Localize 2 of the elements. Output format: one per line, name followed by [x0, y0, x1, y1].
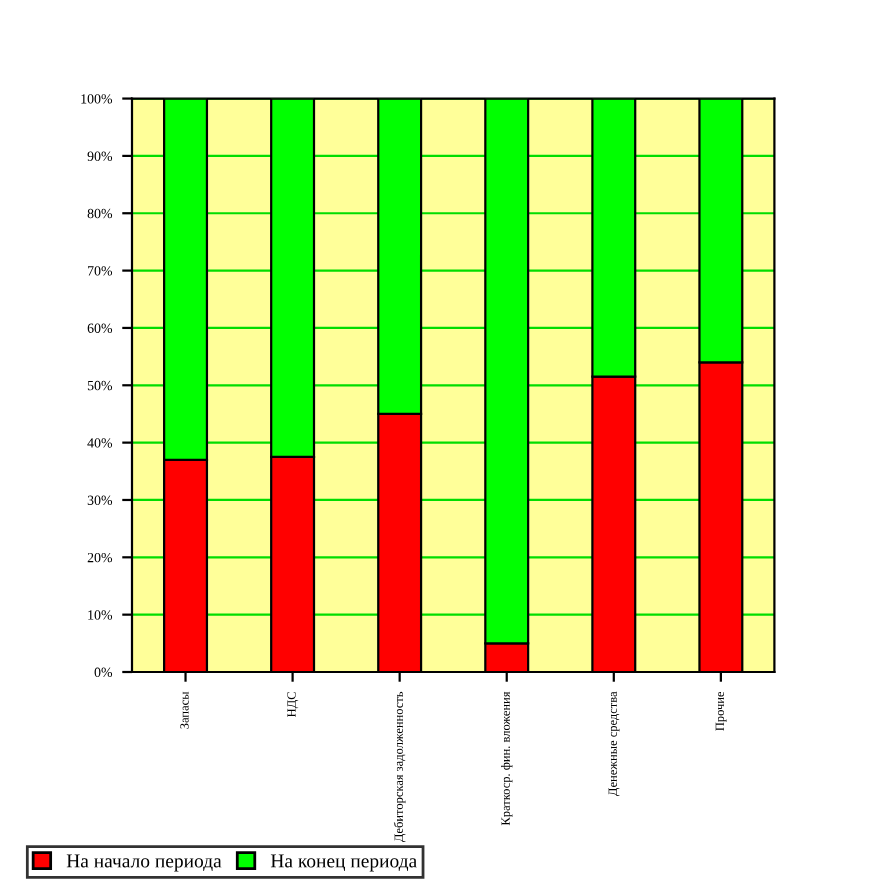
legend-label: На начало периода	[66, 854, 222, 872]
legend-label: На конец периода	[270, 854, 417, 872]
